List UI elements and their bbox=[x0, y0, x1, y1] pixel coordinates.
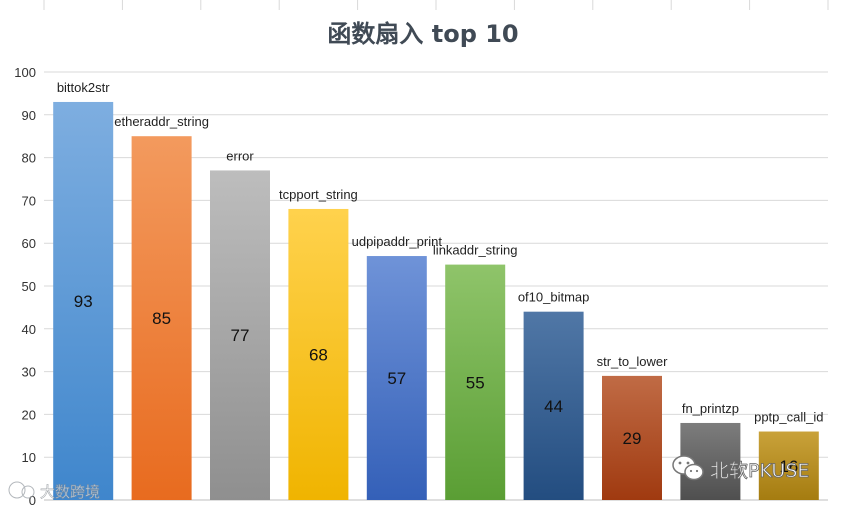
category-label: udpipaddr_print bbox=[352, 234, 443, 249]
value-label: 77 bbox=[231, 326, 250, 345]
y-tick-label: 80 bbox=[22, 151, 36, 166]
watermark-left: 大数跨境 bbox=[8, 481, 100, 501]
category-label: pptp_call_id bbox=[754, 410, 823, 425]
watermark-right: 北软PKUSE bbox=[672, 455, 810, 482]
bars bbox=[53, 101, 819, 501]
watermark-right-text: 北软PKUSE bbox=[710, 460, 809, 482]
bar-error bbox=[210, 170, 270, 500]
category-label: tcpport_string bbox=[279, 187, 358, 202]
bar-tcpport-string bbox=[288, 208, 349, 500]
category-label: str_to_lower bbox=[597, 354, 668, 369]
y-tick-label: 40 bbox=[22, 322, 36, 337]
value-label: 85 bbox=[152, 309, 171, 328]
category-label: error bbox=[226, 148, 254, 163]
y-tick-label: 70 bbox=[22, 193, 36, 208]
y-tick-label: 60 bbox=[22, 236, 36, 251]
bar-labels: bittok2str 93 etheraddr_string 85 error 77 tcp… bbox=[57, 80, 824, 476]
category-label: of10_bitmap bbox=[518, 290, 590, 305]
bar-bittok2str bbox=[53, 101, 114, 501]
bar-str-to-lower bbox=[602, 375, 662, 500]
wechat-icon bbox=[672, 455, 704, 481]
y-tick-label: 10 bbox=[22, 450, 36, 465]
y-axis-ticks: 0 10 20 30 40 50 60 70 80 90 100 bbox=[14, 65, 36, 507]
category-label: fn_printzp bbox=[682, 401, 739, 416]
y-tick-label: 20 bbox=[22, 407, 36, 422]
value-label: 68 bbox=[309, 345, 328, 364]
category-label: linkaddr_string bbox=[433, 243, 518, 258]
watermark-left-text: 大数跨境 bbox=[40, 483, 100, 501]
category-label: etheraddr_string bbox=[114, 114, 209, 129]
value-label: 93 bbox=[74, 292, 93, 311]
watermark-logo-icon bbox=[8, 481, 35, 499]
bar-of10-bitmap bbox=[523, 311, 584, 500]
bar-pptp-call-id bbox=[758, 431, 819, 500]
bar-linkaddr-string bbox=[445, 264, 506, 500]
value-label: 16 bbox=[779, 457, 798, 476]
y-tick-label: 100 bbox=[14, 65, 36, 80]
category-label: bittok2str bbox=[57, 80, 110, 95]
value-label: 44 bbox=[544, 397, 563, 416]
y-tick-label: 50 bbox=[22, 279, 36, 294]
value-label: 29 bbox=[623, 429, 642, 448]
value-label: 55 bbox=[466, 373, 485, 392]
value-label: 57 bbox=[387, 369, 406, 388]
bar-etheraddr-string bbox=[131, 136, 192, 500]
y-tick-label: 90 bbox=[22, 108, 36, 123]
y-tick-label: 0 bbox=[29, 493, 36, 507]
chart-title: 函数扇入 top 10 bbox=[327, 20, 518, 48]
bar-udpipaddr-print bbox=[366, 256, 427, 500]
y-tick-label: 30 bbox=[22, 365, 36, 380]
